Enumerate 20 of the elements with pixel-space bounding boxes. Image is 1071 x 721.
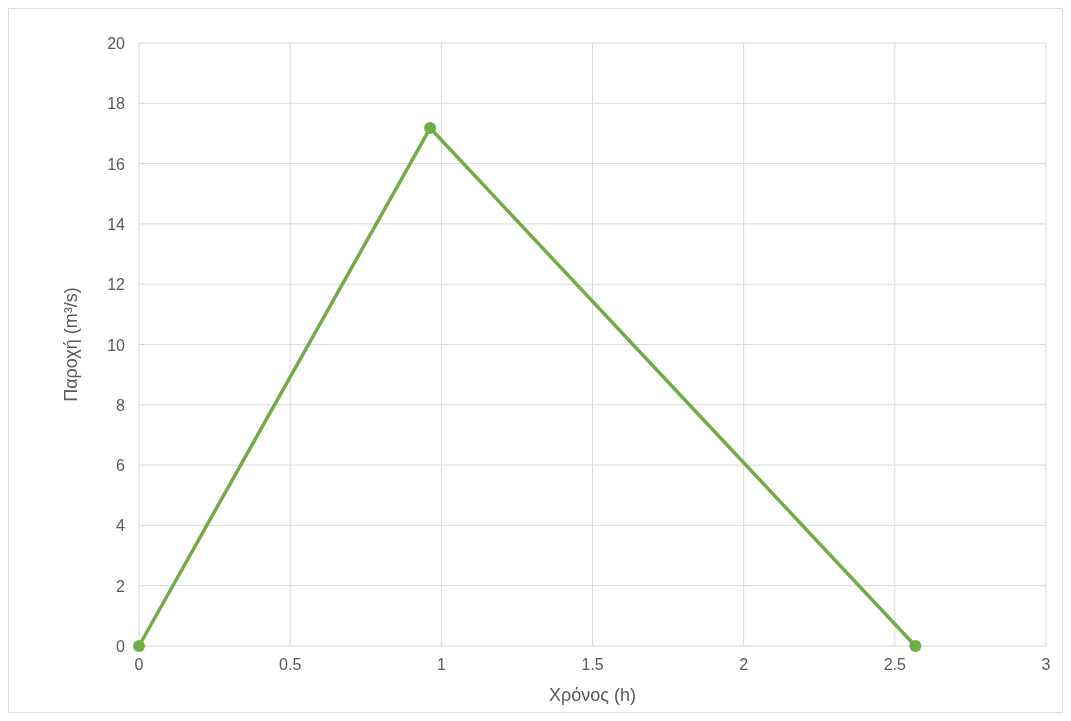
y-tick-label: 6 <box>116 457 126 475</box>
x-axis-title: Χρόνος (h) <box>549 685 636 705</box>
x-tick-label: 2 <box>739 656 749 673</box>
x-tick-label: 3 <box>1041 656 1051 673</box>
x-tick-label: 0 <box>134 656 144 673</box>
y-tick-label: 18 <box>107 95 126 113</box>
y-tick-label: 4 <box>116 517 126 535</box>
x-tick-label: 1 <box>436 656 446 673</box>
x-tick-label: 2.5 <box>883 656 907 673</box>
y-axis-title: Παροχή (m³/s) <box>61 287 81 402</box>
y-tick-label: 16 <box>107 155 126 173</box>
y-tick-label: 12 <box>107 276 126 294</box>
y-tick-label: 8 <box>116 396 126 414</box>
y-tick-label: 0 <box>116 638 126 655</box>
y-tick-label: 10 <box>107 336 126 354</box>
y-tick-label: 14 <box>107 215 126 233</box>
y-tick-label: 20 <box>107 35 126 52</box>
x-tick-label: 0.5 <box>279 656 302 673</box>
x-tick-label: 1.5 <box>581 656 604 673</box>
y-tick-label: 2 <box>116 577 126 595</box>
